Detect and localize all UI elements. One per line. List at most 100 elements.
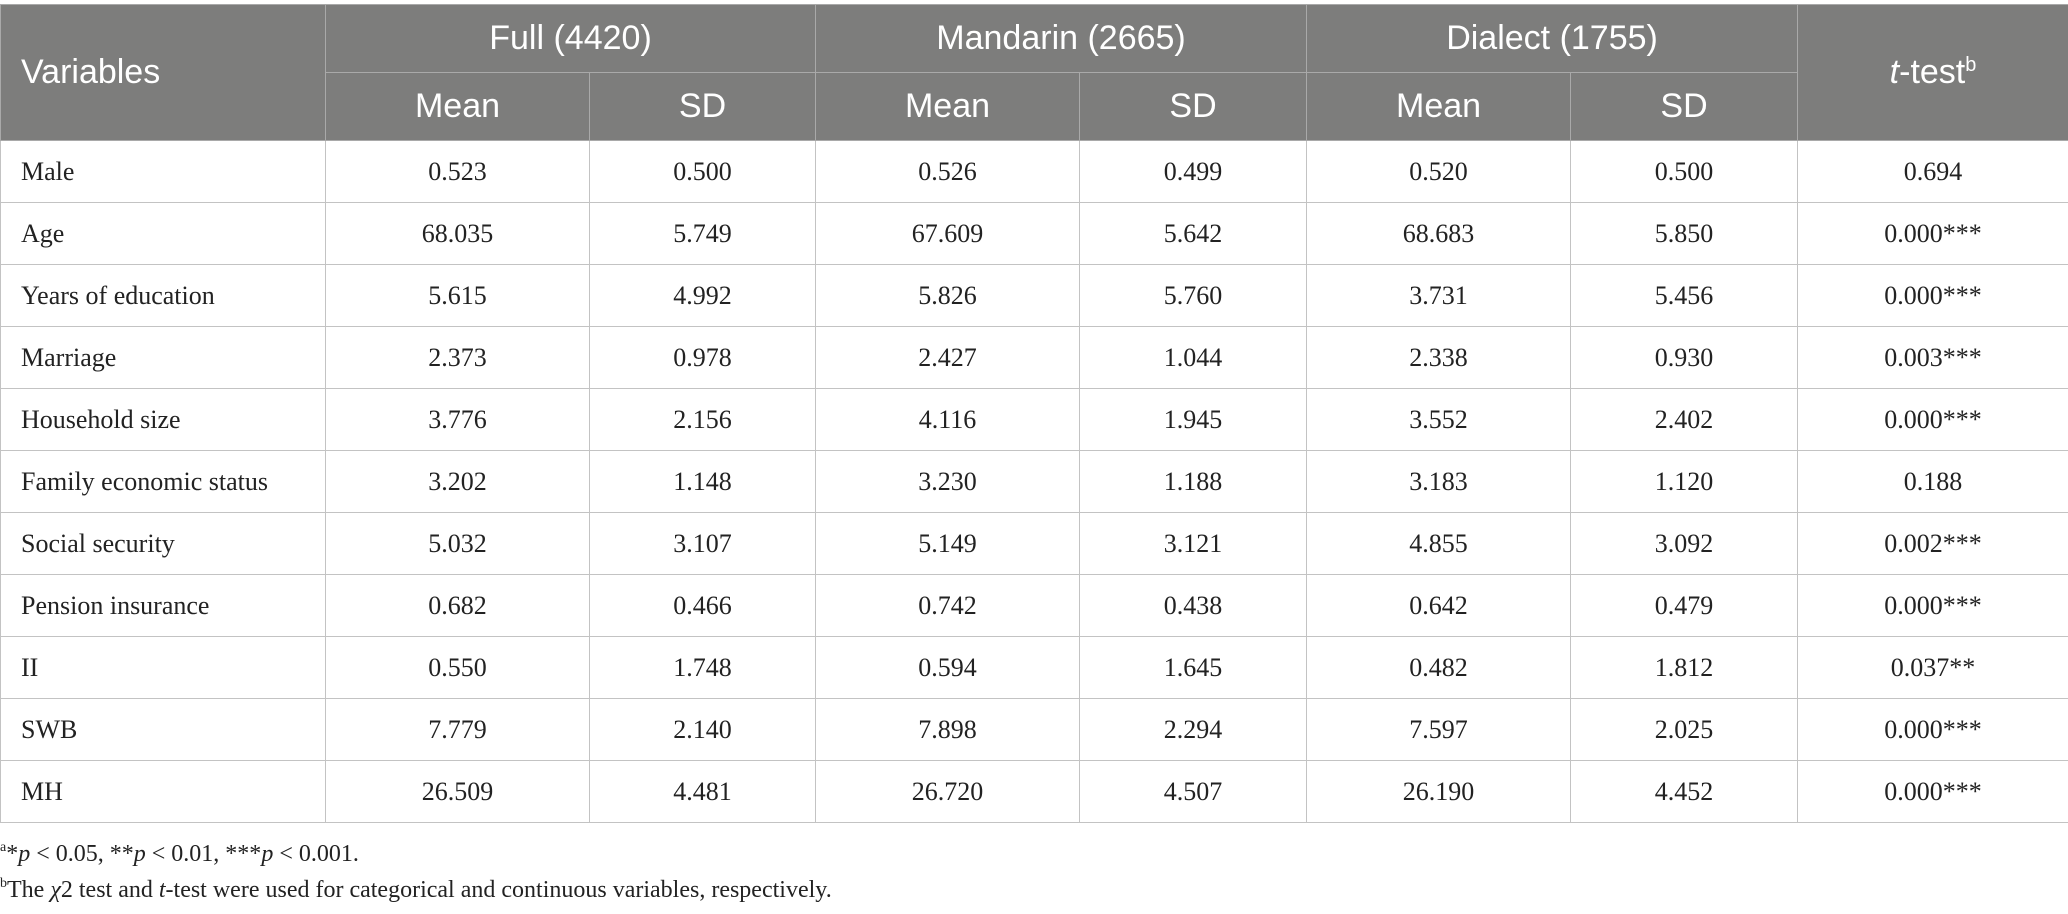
cell-full-mean: 3.776 [325, 388, 590, 451]
cell-dialect-mean: 26.190 [1306, 760, 1572, 823]
cell-dialect-mean: 2.338 [1306, 326, 1572, 389]
footnote-a-p: p [133, 841, 146, 867]
data-table-container: Variables Full (4420) Mandarin (2665) Di… [0, 4, 2068, 823]
cell-full-mean: 5.615 [325, 264, 590, 327]
cell-dialect-sd: 4.452 [1570, 760, 1799, 823]
cell-full-sd: 5.749 [588, 202, 817, 265]
cell-full-sd: 3.107 [588, 512, 817, 575]
cell-variable-name: MH [0, 760, 326, 823]
cell-mandarin-mean: 0.594 [815, 636, 1081, 699]
footnote-b-chi: χ [50, 877, 61, 903]
cell-dialect-sd: 1.812 [1570, 636, 1799, 699]
header-ttest-footnote-mark: b [1965, 54, 1977, 76]
cell-mandarin-mean: 2.427 [815, 326, 1081, 389]
cell-dialect-mean: 68.683 [1306, 202, 1572, 265]
cell-full-mean: 68.035 [325, 202, 590, 265]
cell-mandarin-mean: 5.826 [815, 264, 1081, 327]
footnote-significance: a*p < 0.05, **p < 0.01, ***p < 0.001. [0, 830, 832, 867]
cell-ttest-p-value: 0.694 [1797, 140, 2068, 203]
cell-mandarin-sd: 0.438 [1079, 574, 1308, 637]
cell-full-mean: 0.523 [325, 140, 590, 203]
table-row: II 0.550 1.748 0.594 1.645 0.482 1.812 0.037** [0, 636, 2068, 699]
cell-mandarin-mean: 4.116 [815, 388, 1081, 451]
header-dialect-sd: SD [1570, 72, 1799, 141]
footnote-a-p: p [261, 841, 274, 867]
cell-ttest-p-value: 0.000*** [1797, 388, 2068, 451]
cell-full-sd: 1.748 [588, 636, 817, 699]
cell-variable-name: Marriage [0, 326, 326, 389]
footnote-b-mark: b [0, 876, 7, 891]
cell-ttest-p-value: 0.002*** [1797, 512, 2068, 575]
cell-full-sd: 0.500 [588, 140, 817, 203]
cell-variable-name: Family economic status [0, 450, 326, 513]
cell-full-mean: 0.682 [325, 574, 590, 637]
cell-mandarin-mean: 7.898 [815, 698, 1081, 761]
header-mandarin-sd: SD [1079, 72, 1308, 141]
cell-ttest-p-value: 0.000*** [1797, 264, 2068, 327]
header-row-stats: Mean SD Mean SD Mean SD [1, 72, 2068, 141]
footnote-a-text: < 0.05, ** [30, 841, 134, 867]
table-row: Family economic status 3.202 1.148 3.230 1.1… [0, 450, 2068, 513]
footnote-tests: bThe χ2 test and t-test were used for ca… [0, 866, 832, 903]
header-full-mean: Mean [325, 72, 590, 141]
table-header: Variables Full (4420) Mandarin (2665) Di… [0, 4, 2068, 141]
table-row: SWB 7.779 2.140 7.898 2.294 7.597 2.025 0.000**… [0, 698, 2068, 761]
table-row: Marriage 2.373 0.978 2.427 1.044 2.338 0.930 0.… [0, 326, 2068, 389]
cell-dialect-mean: 0.642 [1306, 574, 1572, 637]
cell-full-mean: 3.202 [325, 450, 590, 513]
cell-full-mean: 7.779 [325, 698, 590, 761]
cell-ttest-p-value: 0.000*** [1797, 698, 2068, 761]
cell-dialect-sd: 2.025 [1570, 698, 1799, 761]
cell-full-sd: 2.140 [588, 698, 817, 761]
cell-dialect-sd: 0.930 [1570, 326, 1799, 389]
cell-variable-name: Age [0, 202, 326, 265]
table-body: Male 0.523 0.500 0.526 0.499 0.520 0.500 0.694 A… [0, 140, 2068, 823]
cell-dialect-sd: 0.479 [1570, 574, 1799, 637]
cell-mandarin-sd: 4.507 [1079, 760, 1308, 823]
cell-ttest-p-value: 0.037** [1797, 636, 2068, 699]
cell-dialect-mean: 3.731 [1306, 264, 1572, 327]
cell-full-sd: 4.992 [588, 264, 817, 327]
footnote-b-t: t [158, 877, 166, 903]
cell-dialect-sd: 0.500 [1570, 140, 1799, 203]
cell-mandarin-mean: 3.230 [815, 450, 1081, 513]
cell-full-mean: 26.509 [325, 760, 590, 823]
table-row: Age 68.035 5.749 67.609 5.642 68.683 5.850 0.00… [0, 202, 2068, 265]
footnote-b-text: 2 test and [60, 877, 159, 903]
cell-ttest-p-value: 0.000*** [1797, 574, 2068, 637]
cell-ttest-p-value: 0.000*** [1797, 202, 2068, 265]
cell-full-mean: 5.032 [325, 512, 590, 575]
cell-mandarin-mean: 26.720 [815, 760, 1081, 823]
cell-mandarin-sd: 0.499 [1079, 140, 1308, 203]
cell-mandarin-sd: 1.645 [1079, 636, 1308, 699]
header-row-groups: Variables Full (4420) Mandarin (2665) Di… [0, 4, 2068, 141]
footnote-b-text: -test were used for categorical and cont… [165, 877, 832, 903]
cell-dialect-sd: 5.456 [1570, 264, 1799, 327]
footnote-a-mark: a [0, 840, 7, 855]
cell-full-mean: 2.373 [325, 326, 590, 389]
table-footnotes: a*p < 0.05, **p < 0.01, ***p < 0.001. bT… [0, 830, 832, 903]
cell-variable-name: Household size [0, 388, 326, 451]
footnote-a-p: p [18, 841, 31, 867]
header-ttest: t-testb [1797, 4, 2068, 141]
header-variables: Variables [0, 4, 326, 141]
cell-dialect-mean: 3.183 [1306, 450, 1572, 513]
cell-dialect-sd: 2.402 [1570, 388, 1799, 451]
cell-mandarin-sd: 1.945 [1079, 388, 1308, 451]
header-full-sd: SD [588, 72, 817, 141]
summary-statistics-table: Variables Full (4420) Mandarin (2665) Di… [0, 4, 2068, 823]
header-mandarin-mean: Mean [815, 72, 1081, 141]
cell-mandarin-mean: 5.149 [815, 512, 1081, 575]
cell-variable-name: SWB [0, 698, 326, 761]
cell-mandarin-mean: 67.609 [815, 202, 1081, 265]
header-ttest-t: t [1889, 53, 1900, 91]
footnote-a-text: < 0.01, *** [145, 841, 262, 867]
cell-ttest-p-value: 0.188 [1797, 450, 2068, 513]
cell-dialect-sd: 1.120 [1570, 450, 1799, 513]
cell-full-mean: 0.550 [325, 636, 590, 699]
cell-dialect-mean: 0.482 [1306, 636, 1572, 699]
footnote-a-text: < 0.001. [273, 841, 359, 867]
cell-dialect-mean: 4.855 [1306, 512, 1572, 575]
cell-mandarin-sd: 5.760 [1079, 264, 1308, 327]
table-row: Social security 5.032 3.107 5.149 3.121 4.855… [0, 512, 2068, 575]
